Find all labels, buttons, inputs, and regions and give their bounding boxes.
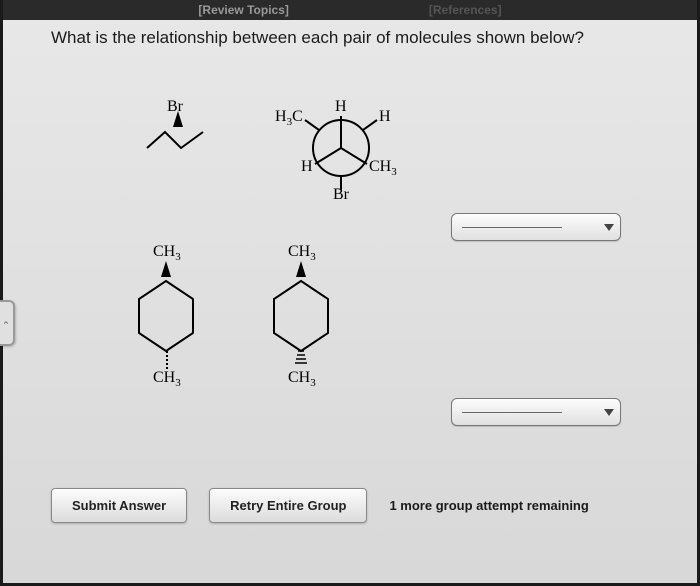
label-ch3-bottom: CH3	[153, 369, 181, 389]
label-h-left: H	[301, 158, 313, 176]
label-ch3-bottom: CH3	[288, 369, 316, 389]
label-h-top: H	[335, 98, 347, 116]
attempts-remaining: 1 more group attempt remaining	[389, 498, 588, 513]
cyclohexane	[131, 277, 201, 357]
label-h3c: H3C	[275, 108, 303, 128]
pair1-molecule-left: Br	[145, 98, 225, 168]
chevron-down-icon	[604, 224, 614, 231]
app-frame: [Review Topics] [References] What is the…	[0, 0, 700, 586]
retry-group-button[interactable]: Retry Entire Group	[209, 488, 367, 523]
references-link[interactable]: [References]	[429, 3, 502, 17]
submit-answer-button[interactable]: Submit Answer	[51, 488, 187, 523]
pair1-relationship-dropdown[interactable]	[451, 213, 621, 241]
wedge-up-icon	[173, 111, 183, 127]
top-link-bar: [Review Topics] [References]	[3, 0, 697, 20]
label-br-bottom: Br	[333, 186, 349, 204]
molecules-area: Br H H3	[51, 68, 677, 498]
dropdown-underline	[462, 227, 562, 228]
pair2-molecule-left: CH3 CH3	[131, 243, 231, 403]
wedge-up-icon	[296, 261, 306, 277]
pair2-relationship-dropdown[interactable]	[451, 398, 621, 426]
wedge-up-icon	[161, 261, 171, 277]
cyclohexane	[266, 277, 336, 357]
review-topics-link[interactable]: [Review Topics]	[198, 3, 288, 17]
chevron-down-icon	[604, 409, 614, 416]
question-prompt: What is the relationship between each pa…	[51, 28, 677, 48]
side-nav-nub[interactable]: ‹	[0, 300, 15, 346]
pair1-molecule-right: H H3C H H CH3 Br	[271, 88, 411, 208]
label-h-right: H	[379, 108, 391, 126]
pair2-molecule-right: CH3 CH3	[266, 243, 366, 403]
action-bar: Submit Answer Retry Entire Group 1 more …	[51, 488, 589, 523]
wedge-dash-icon	[161, 351, 173, 369]
dropdown-underline	[462, 412, 562, 413]
skeleton-lines	[145, 126, 225, 156]
wedge-hash-icon	[294, 349, 308, 369]
label-ch3: CH3	[369, 158, 397, 178]
